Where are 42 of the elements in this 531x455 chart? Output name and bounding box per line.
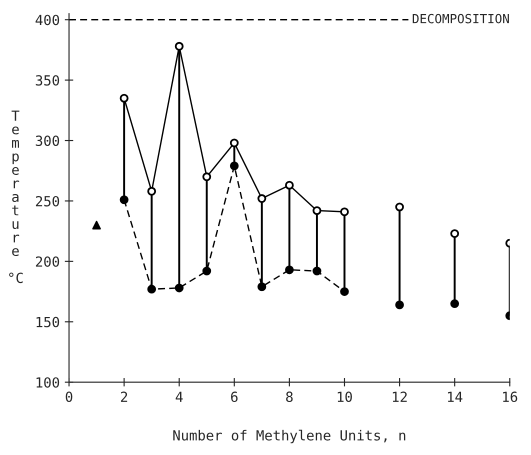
text: Temperature °C [9,110,23,284]
point [285,265,294,274]
y-tick-label: 100 [36,377,60,388]
x-tick-label: 4 [176,392,183,402]
y-tick-label: 250 [36,196,60,206]
point [92,220,101,230]
y-tick-label: 350 [36,75,60,86]
point [395,202,404,212]
point [230,162,239,170]
point [120,94,128,103]
y-tick-label: 400 [36,14,60,26]
x-axis-title: Number of Methylene Units, n [173,430,406,444]
point [257,282,266,292]
point [340,207,349,216]
y-tick-label: 150 [36,316,60,328]
point [312,266,322,276]
point [395,300,404,310]
x-tick-label: 16 [503,392,518,402]
x-tick-label: 12 [392,392,407,402]
point [202,172,212,182]
point [312,206,322,215]
y-tick-label: 300 [36,136,60,146]
y-tick-label: 200 [36,256,60,267]
point [450,229,460,238]
point [120,195,128,204]
x-tick-label: 14 [448,392,462,402]
point [230,138,239,148]
point [450,299,460,308]
point [174,284,184,292]
point [257,194,266,203]
x-tick-label: 0 [66,392,72,402]
point [285,180,294,190]
ref-line-label: DECOMPOSITION [412,14,509,24]
point [340,287,349,296]
x-tick-label: 8 [286,392,293,402]
point [202,266,212,276]
x-tick-label: 2 [120,392,128,402]
point [147,186,156,196]
point [147,284,156,294]
x-tick-label: 6 [231,392,238,402]
x-tick-label: 10 [338,392,352,402]
point [174,42,184,51]
